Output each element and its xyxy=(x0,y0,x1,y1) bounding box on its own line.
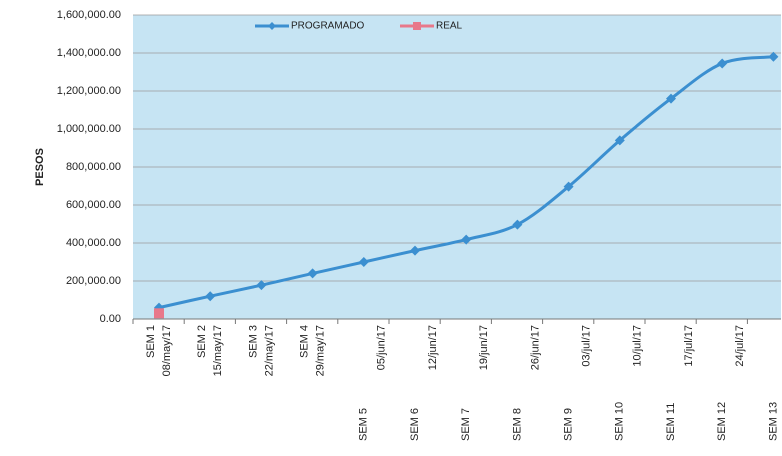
y-tick-label: 200,000.00 xyxy=(66,275,121,287)
point xyxy=(205,291,216,302)
x-tick-label: 05/jun/17 xyxy=(376,325,388,370)
x-tick-label: 22/may/17 xyxy=(263,325,275,376)
point xyxy=(154,308,164,319)
x-tick-label: SEM 10 xyxy=(614,402,626,441)
y-tick-label: 1,600,000.00 xyxy=(57,9,121,21)
point xyxy=(614,135,625,146)
y-tick-label: 400,000.00 xyxy=(66,237,121,249)
legend-marker xyxy=(268,22,276,30)
x-tick-label: SEM 13 xyxy=(767,402,779,441)
x-tick-label: SEM 1 xyxy=(145,325,157,358)
x-tick-label: 03/jul/17 xyxy=(581,325,593,367)
x-tick-label: SEM 12 xyxy=(716,402,728,441)
legend-label: REAL xyxy=(436,21,463,32)
x-tick-label: 29/may/17 xyxy=(315,325,327,376)
point xyxy=(358,257,369,267)
point xyxy=(717,58,728,69)
x-tick-label: SEM 4 xyxy=(299,325,311,358)
point xyxy=(461,234,472,245)
point xyxy=(410,245,420,256)
point xyxy=(666,93,676,104)
x-tick-label: SEM 6 xyxy=(409,408,421,441)
x-tick-label: 19/jun/17 xyxy=(478,325,490,370)
y-tick-label: 1,200,000.00 xyxy=(57,85,121,97)
x-tick-label: SEM 5 xyxy=(358,408,370,441)
x-tick-label: 10/jul/17 xyxy=(632,325,644,367)
y-tick-label: 800,000.00 xyxy=(66,161,121,173)
y-axis-label: PESOS xyxy=(34,148,46,186)
y-tick-label: 600,000.00 xyxy=(66,199,121,211)
x-tick-label: 24/jul/17 xyxy=(734,325,746,367)
legend-label: PROGRAMADO xyxy=(291,21,365,32)
point xyxy=(768,51,779,62)
x-tick-label: SEM 9 xyxy=(563,408,575,441)
x-tick-label: 12/jun/17 xyxy=(427,325,439,370)
x-tick-label: SEM 8 xyxy=(511,408,523,441)
x-tick-label: 15/may/17 xyxy=(212,325,224,376)
x-tick-label: SEM 7 xyxy=(460,408,472,441)
y-tick-label: 0.00 xyxy=(100,313,121,325)
point xyxy=(307,268,318,279)
x-tick-label: SEM 11 xyxy=(665,403,677,441)
y-tick-label: 1,400,000.00 xyxy=(57,47,121,59)
x-tick-label: SEM 3 xyxy=(247,325,259,358)
y-tick-label: 1,000,000.00 xyxy=(57,123,121,135)
point xyxy=(512,219,523,230)
x-tick-label: 17/jul/17 xyxy=(683,325,695,367)
x-tick-label: SEM 2 xyxy=(196,325,208,358)
legend-marker xyxy=(413,22,421,30)
x-tick-label: 08/may/17 xyxy=(161,325,173,376)
point xyxy=(563,181,574,192)
point xyxy=(256,280,267,291)
x-tick-label: 26/jun/17 xyxy=(529,325,541,370)
